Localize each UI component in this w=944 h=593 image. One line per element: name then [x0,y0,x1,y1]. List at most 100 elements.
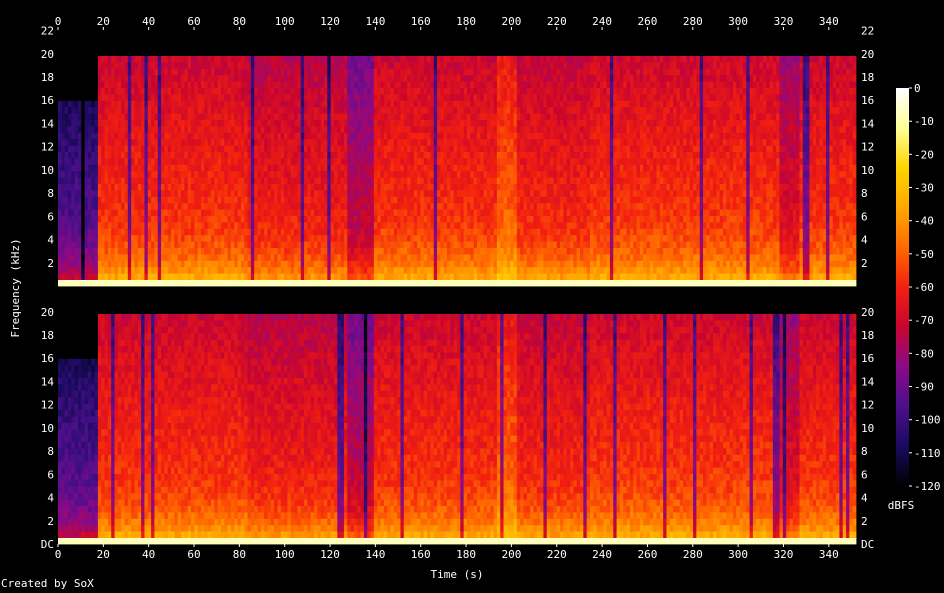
spectrogram-cell [74,68,79,76]
spectrogram-cell [200,138,205,146]
spectrogram-cell [220,170,225,178]
spectrogram-cell [71,132,76,140]
spectrogram-cell [107,62,112,69]
spectrogram-cell [333,119,338,127]
spectrogram-cell [147,30,152,37]
spectrogram-cell [294,132,298,140]
spectrogram-cell [407,254,411,261]
spectrogram-cell [244,62,248,69]
spectrogram-cell [257,36,262,44]
spectrogram-cell [410,228,415,236]
spectrogram-cell [214,106,219,114]
spectrogram-cell [407,190,411,197]
spectrogram-cell [224,183,228,191]
spectrogram-cell [310,241,315,248]
spectrogram-cell [417,196,421,204]
spectrogram-cell [304,138,308,146]
spectrogram-cell [400,106,405,114]
spectrogram-cell [280,49,285,56]
spectrogram-cell [314,42,318,50]
spectrogram-cell [390,119,395,127]
spectrogram-cell [244,68,248,76]
spectrogram-cell [157,260,162,268]
spectrogram-cell [94,94,99,101]
spectrogram-cell [167,190,172,197]
spectrogram-column [333,30,338,287]
spectrogram-cell [267,279,272,287]
spectrogram-cell [320,234,325,242]
spectrogram-cell [147,228,152,236]
spectrogram-cell [227,100,232,108]
spectrogram-cell [244,273,248,280]
spectrogram-cell [191,234,195,242]
spectrogram-cell [171,190,175,197]
spectrogram-cell [151,74,155,82]
spectrogram-cell [437,132,441,140]
spectrogram-cell [267,196,272,204]
spectrogram-cell [254,196,258,204]
spectrogram-cell [277,279,282,287]
spectrogram-cell [274,215,278,223]
spectrogram-cell [337,241,342,248]
spectrogram-cell [220,68,225,76]
spectrogram-cell [141,183,145,191]
spectrogram-cell [157,254,162,261]
spectrogram-cell [200,113,205,120]
spectrogram-cell [363,68,368,76]
spectrogram-cell [97,196,102,204]
spectrogram-cell [280,190,285,197]
spectrogram-cell [350,228,355,236]
spectrogram-cell [300,145,305,152]
spectrogram-cell [274,164,278,172]
spectrogram-cell [117,42,122,50]
spectrogram-cell [300,100,305,108]
spectrogram-cell [204,222,209,229]
spectrogram-cell [300,228,305,236]
spectrogram-cell [440,254,445,261]
spectrogram-cell [280,196,285,204]
spectrogram-cell [310,36,315,44]
spectrogram-cell [447,119,451,127]
spectrogram-cell [347,36,352,44]
spectrogram-cell [194,209,199,216]
spectrogram-cell [403,119,408,127]
spectrogram-cell [277,74,282,82]
spectrogram-cell [247,113,252,120]
spectrogram-cell [230,247,235,255]
spectrogram-cell [207,196,212,204]
spectrogram-cell [420,151,425,159]
spectrogram-cell [317,62,322,69]
spectrogram-cell [77,119,82,127]
spectrogram-cell [177,42,182,50]
spectrogram-cell [250,202,255,210]
spectrogram-cell [380,273,385,280]
spectrogram-cell [114,145,119,152]
spectrogram-cell [154,254,159,261]
spectrogram-cell [217,254,222,261]
spectrogram-cell [413,100,418,108]
spectrogram-cell [197,119,202,127]
spectrogram-cell [121,260,125,268]
spectrogram-cell [290,106,295,114]
spectrogram-cell [244,145,248,152]
spectrogram-cell [337,222,342,229]
spectrogram-cell [307,138,312,146]
spectrogram-cell [210,202,215,210]
spectrogram-cell [387,106,391,114]
spectrogram-cell [114,164,119,172]
spectrogram-cell [300,94,305,101]
spectrogram-cell [280,228,285,236]
spectrogram-cell [237,266,242,274]
spectrogram-cell [164,62,169,69]
spectrogram-column [427,30,431,287]
spectrogram-cell [144,151,149,159]
spectrogram-column [270,30,275,287]
spectrogram-cell [383,36,388,44]
spectrogram-cell [104,74,109,82]
spectrogram-cell [214,260,219,268]
spectrogram-cell [453,260,458,268]
spectrogram-cell [174,119,179,127]
spectrogram-cell [447,234,451,242]
spectrogram-cell [227,36,232,44]
